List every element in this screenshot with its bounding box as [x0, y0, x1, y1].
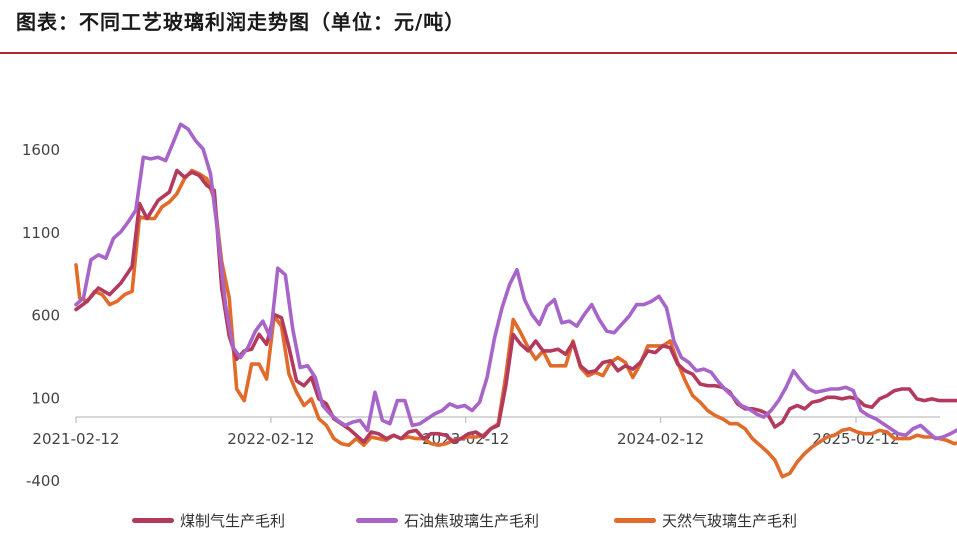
- x-tick-label: 2024-02-12: [617, 430, 704, 448]
- legend-swatch-natural-gas: [614, 518, 656, 523]
- y-tick-label: 600: [31, 307, 60, 325]
- legend-label-petroleum-coke: 石油焦玻璃生产毛利: [404, 512, 540, 530]
- chart-legend: 煤制气生产毛利 石油焦玻璃生产毛利 天然气玻璃生产毛利: [0, 510, 957, 534]
- page-title: 图表：不同工艺玻璃利润走势图（单位：元/吨）: [16, 10, 466, 34]
- y-tick-label: 100: [31, 389, 60, 407]
- y-axis: 1600 1100 600 100 -400: [22, 141, 60, 490]
- legend-item-coal-gas: 煤制气生产毛利: [132, 510, 285, 531]
- title-divider: [0, 52, 957, 54]
- legend-swatch-coal-gas: [132, 518, 174, 523]
- y-tick-label: 1100: [22, 224, 60, 242]
- legend-label-natural-gas: 天然气玻璃生产毛利: [662, 512, 798, 530]
- legend-swatch-petroleum-coke: [356, 518, 398, 523]
- x-tick-label: 2021-02-12: [32, 430, 119, 448]
- x-tick-label: 2022-02-12: [227, 430, 314, 448]
- y-tick-label: -400: [26, 472, 60, 490]
- series-layer: [74, 122, 957, 479]
- series-line-1: [74, 122, 957, 441]
- legend-item-petroleum-coke: 石油焦玻璃生产毛利: [356, 510, 539, 531]
- legend-label-coal-gas: 煤制气生产毛利: [180, 512, 286, 530]
- y-tick-label: 1600: [22, 141, 60, 159]
- series-line-0: [74, 168, 957, 444]
- legend-item-natural-gas: 天然气玻璃生产毛利: [614, 510, 797, 531]
